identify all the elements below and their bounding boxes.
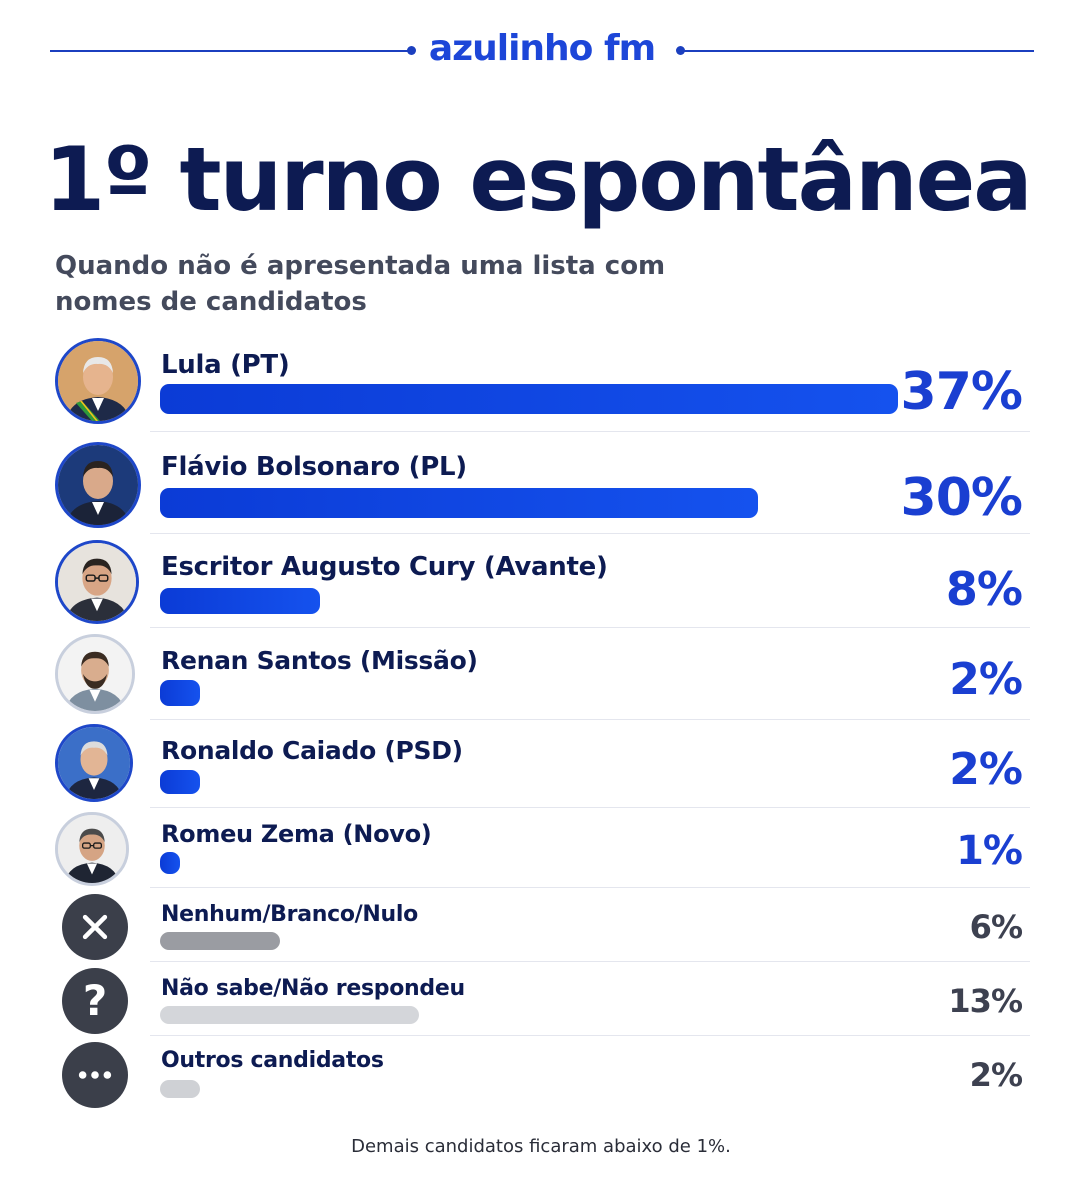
value-label: 1% [956,828,1023,874]
value-label: 2% [949,654,1023,705]
bar-outros-candidatos [160,1080,200,1098]
brand-dot-left [407,46,416,55]
brand-divider-left [50,50,410,52]
ellipsis-icon [62,1042,128,1108]
category-label: Renan Santos (Missão) [161,646,478,675]
row-divider [150,431,1030,432]
row-divider [150,533,1030,534]
bar-nao-sabe [160,1006,419,1024]
avatar-lula [55,338,141,424]
row-divider [150,719,1030,720]
chart-row-nenhum-branco-nulo: Nenhum/Branco/Nulo 6% [50,892,1030,962]
close-icon [62,894,128,960]
avatar-flavio-bolsonaro [55,442,141,528]
category-label: Outros candidatos [161,1048,384,1073]
chart-row-renan-santos: Renan Santos (Missão) 2% [50,632,1030,720]
category-label: Ronaldo Caiado (PSD) [161,736,463,765]
chart-row-romeu-zema: Romeu Zema (Novo) 1% [50,810,1030,888]
row-divider [150,1035,1030,1036]
chart-row-augusto-cury: Escritor Augusto Cury (Avante) 8% [50,536,1030,628]
bar-lula [160,384,898,414]
brand-dot-right [676,46,685,55]
category-label: Escritor Augusto Cury (Avante) [161,552,608,582]
value-label: 30% [900,468,1023,528]
avatar-ronaldo-caiado [55,724,133,802]
row-divider [150,807,1030,808]
bar-ronaldo-caiado [160,770,200,794]
chart-row-lula: Lula (PT) 37% [50,336,1030,432]
bar-romeu-zema [160,852,180,874]
row-divider [150,887,1030,888]
value-label: 6% [969,908,1023,946]
question-icon: ? [62,968,128,1034]
bar-nenhum-branco-nulo [160,932,280,950]
value-label: 37% [900,362,1023,422]
chart-row-flavio-bolsonaro: Flávio Bolsonaro (PL) 30% [50,438,1030,534]
category-label: Flávio Bolsonaro (PL) [161,452,467,482]
page-subtitle: Quando não é apresentada uma lista com n… [55,251,666,317]
avatar-renan-santos [55,634,135,714]
category-label: Romeu Zema (Novo) [161,820,432,848]
bar-augusto-cury [160,588,320,614]
category-label: Nenhum/Branco/Nulo [161,902,418,927]
page-title: 1º turno espontânea [44,128,1033,231]
footnote: Demais candidatos ficaram abaixo de 1%. [351,1136,731,1157]
chart-row-ronaldo-caiado: Ronaldo Caiado (PSD) 2% [50,722,1030,808]
value-label: 2% [969,1056,1023,1094]
chart-row-outros-candidatos: Outros candidatos 2% [50,1040,1030,1110]
category-label: Lula (PT) [161,350,290,380]
value-label: 13% [948,982,1023,1020]
category-label: Não sabe/Não respondeu [161,976,465,1001]
value-label: 2% [949,744,1023,795]
avatar-romeu-zema [55,812,129,886]
bar-renan-santos [160,680,200,706]
brand-divider-right [682,50,1034,52]
row-divider [150,627,1030,628]
avatar-augusto-cury [55,540,139,624]
row-divider [150,961,1030,962]
value-label: 8% [945,562,1023,616]
bar-flavio-bolsonaro [160,488,758,518]
brand-logo-text: azulinho fm [428,28,656,69]
chart-row-nao-sabe: ? Não sabe/Não respondeu 13% [50,966,1030,1036]
brand-header: azulinho fm [50,28,1034,76]
